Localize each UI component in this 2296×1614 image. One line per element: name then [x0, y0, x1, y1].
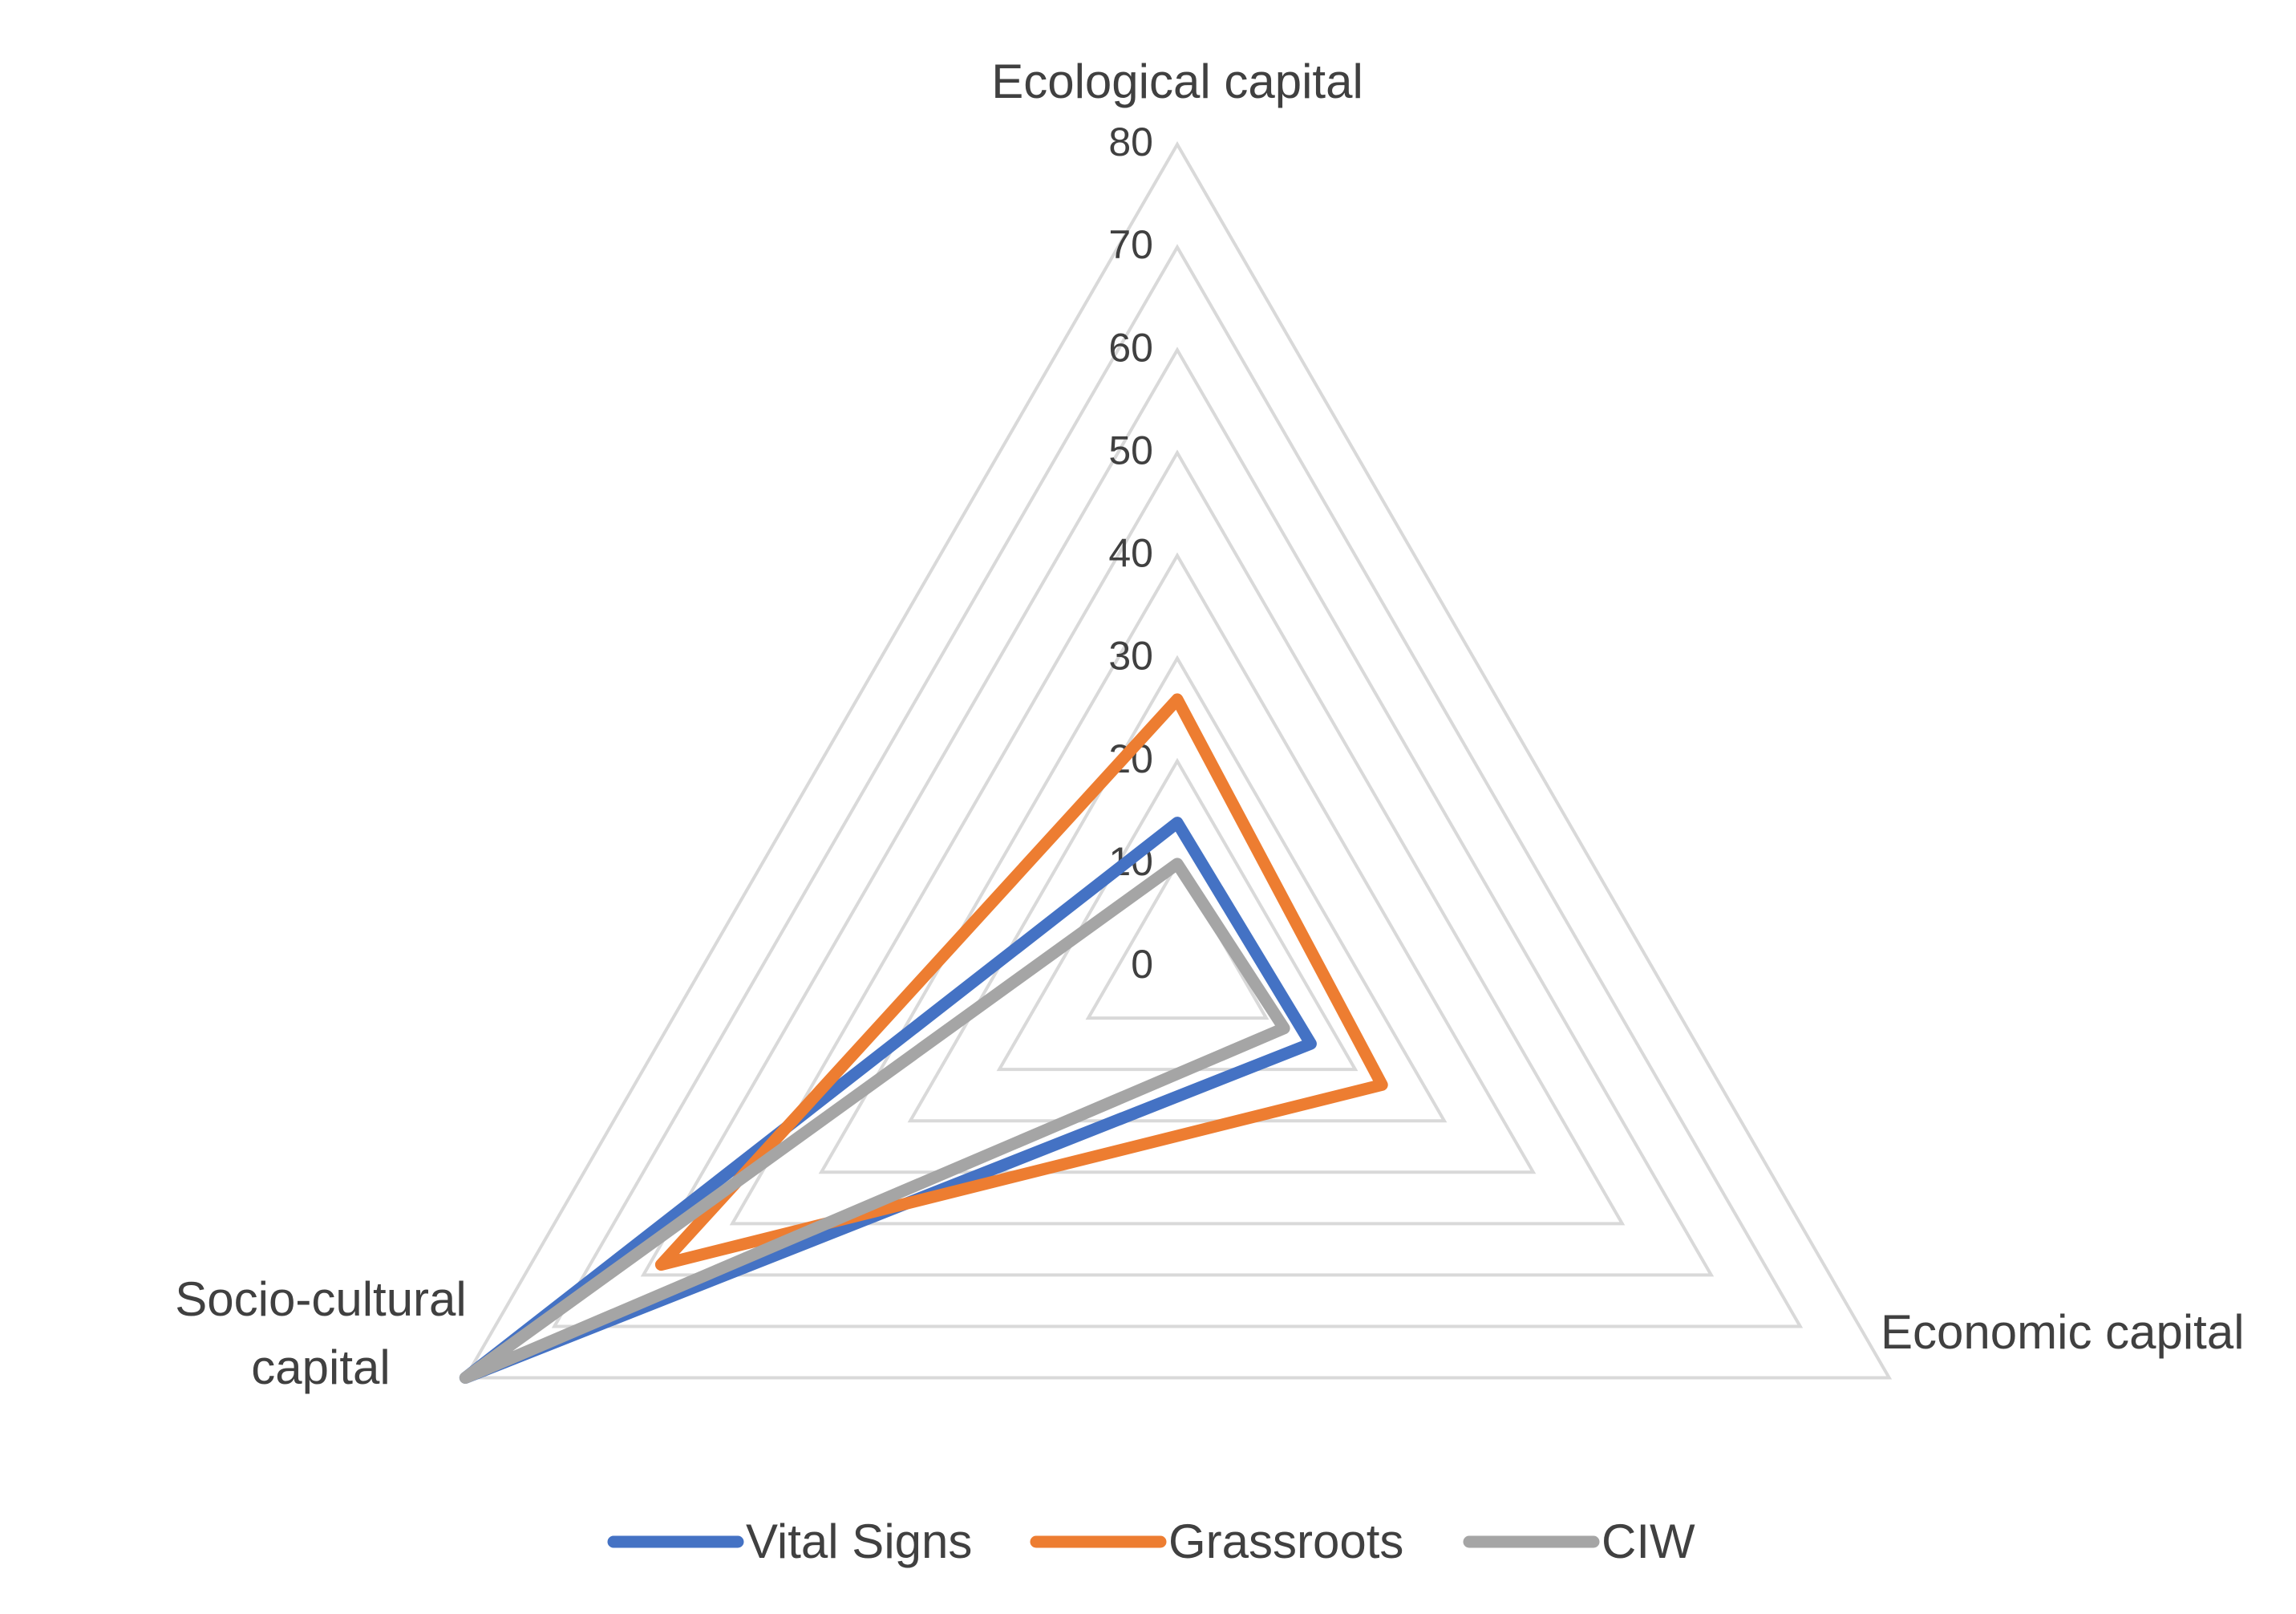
tick-label-40: 40 — [1108, 531, 1153, 576]
legend-label-grassroots: Grassroots — [1168, 1515, 1403, 1568]
axis-labels: Ecological capital Economic capital Socio-… — [175, 55, 2244, 1394]
tick-label-50: 50 — [1108, 428, 1153, 472]
radar-grid — [462, 140, 1893, 1380]
gridline-30 — [907, 655, 1448, 1123]
legend: Vital Signs Grassroots CIW — [607, 1515, 1695, 1568]
gridline-10 — [1085, 860, 1269, 1020]
gridline-50 — [729, 449, 1626, 1226]
gridline-40 — [818, 552, 1537, 1174]
series-lines — [459, 693, 1388, 1384]
gridline-60 — [640, 347, 1715, 1277]
tick-label-60: 60 — [1108, 325, 1153, 370]
tick-label-0: 0 — [1131, 942, 1153, 987]
legend-label-ciw: CIW — [1602, 1515, 1695, 1568]
axis-label-ecological-capital: Ecological capital — [991, 55, 1363, 108]
gridline-80 — [462, 140, 1893, 1380]
series-line-ciw — [459, 858, 1290, 1384]
series-line-vital-signs — [459, 817, 1317, 1384]
tick-label-30: 30 — [1108, 634, 1153, 679]
legend-label-vital-signs: Vital Signs — [746, 1515, 972, 1568]
tick-label-70: 70 — [1108, 222, 1153, 267]
axis-label-economic-capital: Economic capital — [1881, 1305, 2245, 1359]
gridline-70 — [551, 244, 1804, 1328]
tick-label-80: 80 — [1108, 120, 1153, 164]
axis-label-socio-cultural-capital: Socio-cultural capital — [175, 1272, 467, 1394]
series-line-grassroots — [654, 693, 1388, 1271]
